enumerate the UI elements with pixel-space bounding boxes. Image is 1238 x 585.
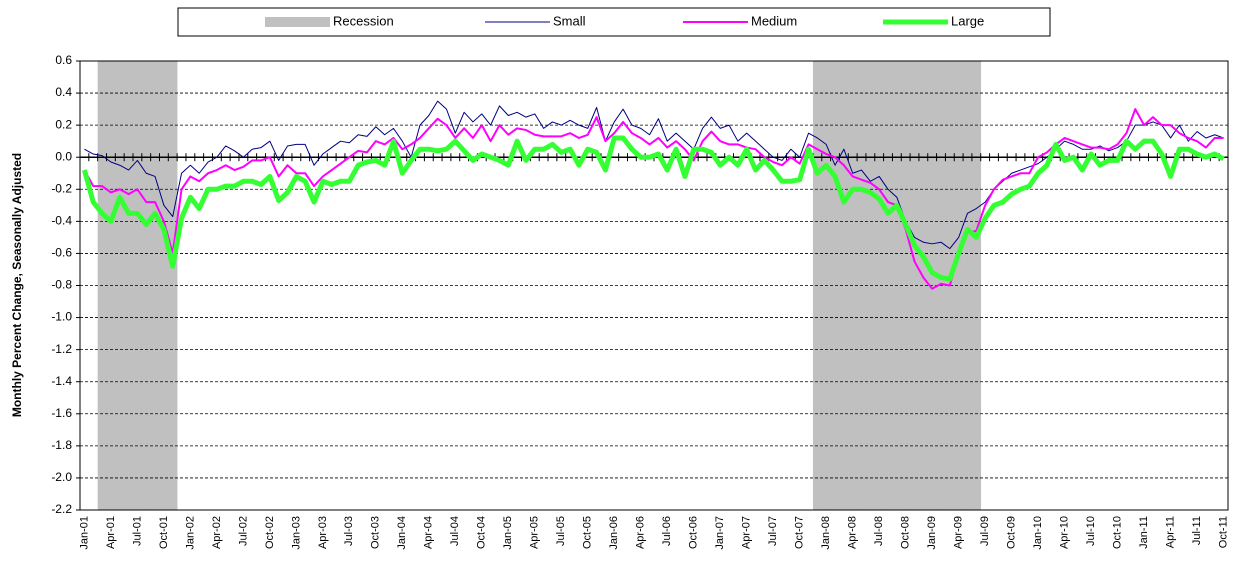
recession-bar: [874, 61, 884, 510]
x-tick-label: Jan-02: [184, 516, 196, 550]
recession-bar: [124, 61, 134, 510]
y-tick-label: -0.2: [51, 181, 72, 195]
legend-label: Small: [553, 13, 586, 28]
y-tick-label: 0.2: [55, 117, 72, 131]
x-tick-label: Apr-11: [1165, 516, 1177, 548]
y-tick-label: -1.2: [51, 342, 72, 356]
recession-bar: [883, 61, 893, 510]
x-tick-label: Apr-08: [847, 516, 859, 549]
x-tick-label: Jul-08: [873, 516, 885, 546]
x-tick-label: Oct-10: [1112, 516, 1124, 549]
x-tick-label: Jan-01: [78, 516, 90, 550]
x-tick-label: Jul-06: [661, 516, 673, 546]
recession-bar: [918, 61, 929, 510]
plot-border: [79, 60, 1229, 511]
x-tick-label: Apr-02: [211, 516, 223, 549]
x-tick-label: Apr-03: [317, 516, 329, 549]
x-tick-label: Apr-07: [741, 516, 753, 549]
y-tick-label: -0.8: [51, 278, 72, 292]
x-tick-label: Jan-06: [608, 516, 620, 550]
y-tick-label: 0.0: [55, 149, 72, 163]
recession-bar: [839, 61, 849, 510]
x-tick-label: Jan-10: [1032, 516, 1044, 550]
x-tick-label: Oct-08: [900, 516, 912, 549]
x-tick-label: Oct-06: [688, 516, 700, 549]
y-tick-label: -0.6: [51, 246, 72, 260]
series-line: [84, 100, 1224, 250]
y-tick-label: -2.2: [51, 502, 72, 516]
y-tick-label: -0.4: [51, 214, 72, 228]
y-tick-label: 0.6: [55, 53, 72, 67]
x-tick-label: Jul-10: [1085, 516, 1097, 546]
y-tick-label: 0.4: [55, 85, 72, 99]
x-tick-label: Apr-01: [105, 516, 117, 549]
x-tick-label: Oct-02: [264, 516, 276, 549]
x-tick-label: Jul-01: [131, 516, 143, 546]
x-tick-label: Jul-09: [979, 516, 991, 546]
series-line: [83, 108, 1224, 290]
x-tick-label: Apr-05: [529, 516, 541, 549]
x-tick-label: Jan-03: [290, 516, 302, 550]
x-tick-label: Jan-04: [396, 516, 408, 550]
x-tick-label: Jan-05: [502, 516, 514, 550]
x-tick-label: Oct-03: [370, 516, 382, 549]
series-line: [82, 135, 1225, 282]
legend-label: Large: [951, 13, 984, 28]
x-tick-label: Oct-01: [158, 516, 170, 549]
x-tick-label: Oct-05: [582, 516, 594, 549]
y-tick-label: -2.0: [51, 470, 72, 484]
x-tick-label: Oct-07: [794, 516, 806, 549]
y-axis-label: Monthly Percent Change, Seasonally Adjus…: [10, 153, 24, 417]
legend-label: Recession: [333, 13, 394, 28]
x-tick-label: Jan-11: [1138, 516, 1150, 549]
x-tick-label: Apr-04: [423, 516, 435, 549]
x-tick-label: Jul-02: [237, 516, 249, 546]
x-tick-label: Apr-06: [635, 516, 647, 549]
legend-label: Medium: [751, 13, 797, 28]
y-tick-label: -1.4: [51, 374, 72, 388]
y-tick-label: -1.6: [51, 406, 72, 420]
recession-bar: [115, 61, 125, 510]
y-tick-label: -1.8: [51, 438, 72, 452]
y-tick-label: -1.0: [51, 310, 72, 324]
x-tick-label: Jul-03: [343, 516, 355, 546]
x-tick-label: Jul-05: [555, 516, 567, 546]
x-tick-label: Apr-09: [953, 516, 965, 549]
recession-bar: [159, 61, 169, 510]
x-tick-label: Jan-08: [820, 516, 832, 550]
x-tick-label: Apr-10: [1059, 516, 1071, 549]
x-tick-label: Oct-09: [1006, 516, 1018, 549]
x-tick-label: Jul-04: [449, 516, 461, 546]
recession-bar: [954, 61, 964, 510]
x-tick-label: Oct-04: [476, 516, 488, 549]
x-tick-label: Jan-07: [714, 516, 726, 550]
x-tick-label: Jan-09: [926, 516, 938, 550]
x-tick-label: Oct-11: [1217, 516, 1229, 548]
recession-bar: [910, 61, 920, 510]
x-tick-label: Jul-07: [767, 516, 779, 546]
x-tick-label: Jul-11: [1191, 516, 1203, 545]
legend: Recession Small Medium Large: [177, 7, 1051, 37]
